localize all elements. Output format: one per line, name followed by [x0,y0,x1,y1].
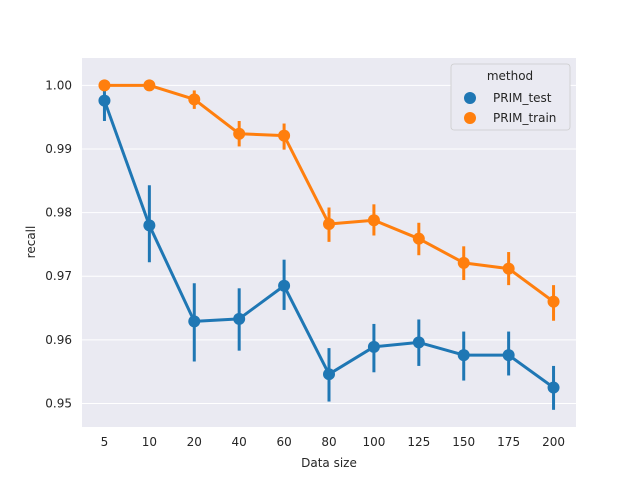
x-tick-label: 100 [362,435,385,449]
data-point [323,218,335,231]
y-tick-label: 1.00 [45,78,72,92]
data-point [233,312,246,325]
data-point [547,295,560,308]
y-tick-label: 0.98 [45,206,72,220]
data-point [98,79,111,92]
series-prim-test [98,85,560,410]
x-tick-label: 60 [276,435,291,449]
legend-box [450,63,571,131]
data-point [278,279,291,292]
data-point [188,93,201,106]
data-point [323,368,335,381]
x-axis-label: Data size [301,456,357,470]
legend-marker-prim-train [464,112,476,124]
data-point [457,256,470,269]
series-prim-train [98,79,560,321]
data-point [188,315,201,328]
y-axis-label: recall [24,226,38,259]
legend-marker-prim-test [464,92,476,104]
x-tick-label: 5 [101,435,109,449]
data-point [143,79,156,92]
y-tick-label: 0.99 [45,142,72,156]
series-group [98,79,560,410]
x-tick-label: 20 [187,435,202,449]
x-tick-label: 10 [142,435,157,449]
data-point [502,349,515,362]
y-tick-label: 0.97 [45,269,72,283]
data-point [233,127,246,140]
x-tick-label: 125 [407,435,430,449]
legend-label-prim-train: PRIM_train [493,111,556,125]
data-point [278,129,291,142]
y-tick-labels: 0.95 0.96 0.97 0.98 0.99 1.00 [45,78,72,410]
data-point [98,94,111,107]
data-point [143,219,156,232]
y-tick-label: 0.96 [45,333,72,347]
legend-title: method [487,69,533,83]
data-point [547,381,560,394]
x-tick-label: 150 [452,435,475,449]
legend-label-prim-test: PRIM_test [493,91,552,105]
data-point [412,336,425,349]
x-tick-label: 200 [542,435,565,449]
data-point [457,349,470,362]
y-tick-label: 0.95 [45,396,72,410]
x-tick-label: 40 [232,435,247,449]
data-point [367,340,380,353]
data-point [412,232,425,245]
x-tick-labels: 5 10 20 40 60 80 100 125 150 175 200 [101,435,565,449]
legend: method PRIM_test PRIM_train [450,63,571,131]
x-tick-label: 175 [497,435,520,449]
data-point [502,262,515,275]
x-tick-label: 80 [321,435,336,449]
data-point [367,214,380,227]
